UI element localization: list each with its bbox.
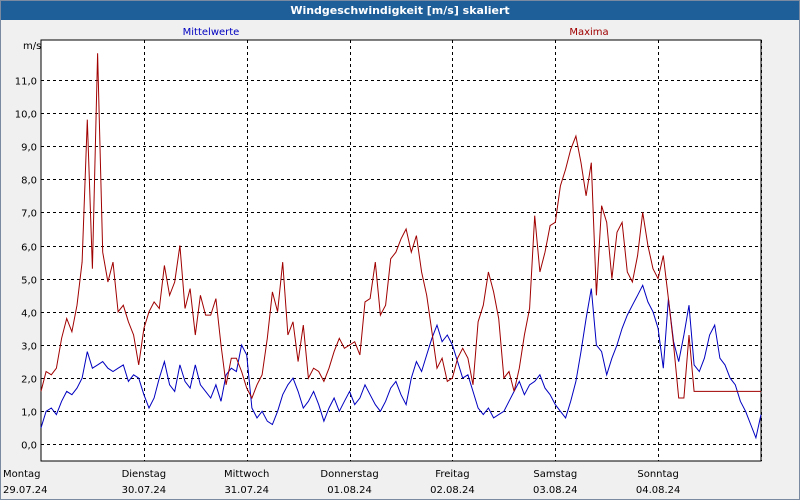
x-tick-date: 04.08.24	[636, 485, 681, 496]
x-tick-date: 30.07.24	[122, 485, 167, 496]
y-tick-label: 10,0	[15, 110, 37, 121]
y-tick-label: 8,0	[21, 176, 37, 187]
x-tick-day: Donnerstag	[320, 469, 378, 480]
legend-maxima: Maxima	[569, 27, 608, 38]
y-tick-label: 9,0	[21, 143, 37, 154]
x-tick-date: 29.07.24	[3, 485, 48, 496]
y-tick-label: 2,0	[21, 375, 37, 386]
y-tick-label: 4,0	[21, 309, 37, 320]
y-tick-label: 11,0	[15, 77, 37, 88]
x-tick-date: 02.08.24	[430, 485, 475, 496]
y-tick-label: 3,0	[21, 342, 37, 353]
x-tick-day: Freitag	[435, 469, 469, 480]
x-tick-date: 31.07.24	[224, 485, 269, 496]
x-tick-day: Montag	[3, 469, 40, 480]
plot-area	[40, 39, 762, 462]
wind-speed-chart: 0,0 1,0 2,0 3,0 4,0 5,0 6,0 7,0 8,0 9,0 10,0 11,0 M…	[3, 27, 762, 496]
legend-mittelwerte: Mittelwerte	[183, 27, 240, 38]
x-tick-date: 01.08.24	[327, 485, 372, 496]
y-tick-label: 0,0	[21, 441, 37, 452]
x-tick-day: Dienstag	[122, 469, 167, 480]
x-tick-day: Sonntag	[637, 469, 679, 480]
y-tick-label: 7,0	[21, 209, 37, 220]
window-title: Windgeschwindigkeit [m/s] skaliert	[1, 1, 799, 20]
y-tick-label: 5,0	[21, 276, 37, 287]
series-line-maxima	[40, 53, 761, 400]
y-tick-label: 1,0	[21, 408, 37, 419]
x-tick-date: 03.08.24	[533, 485, 578, 496]
y-tick-label: 6,0	[21, 243, 37, 254]
x-tick-day: Mittwoch	[224, 469, 269, 480]
y-axis-label: m/s	[23, 41, 41, 52]
x-tick-day: Samstag	[533, 469, 577, 480]
series-line-mittelwerte	[40, 283, 762, 440]
